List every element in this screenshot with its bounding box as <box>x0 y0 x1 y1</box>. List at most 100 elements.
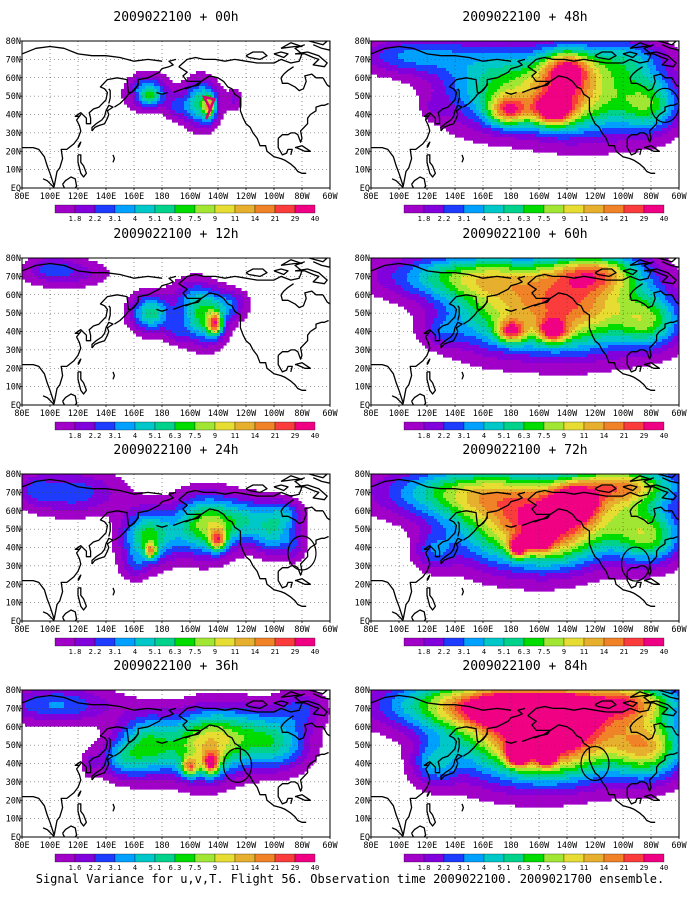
field-cell <box>196 342 200 346</box>
field-cell <box>34 507 38 511</box>
coastline <box>91 537 114 565</box>
field-cell <box>73 483 77 487</box>
field-cell <box>166 510 170 514</box>
field-cell <box>214 315 218 319</box>
field-cell <box>295 531 299 535</box>
field-cell <box>43 273 47 277</box>
field-cell <box>127 762 131 766</box>
field-cell <box>82 474 86 478</box>
field-cell <box>286 504 290 508</box>
field-cell <box>196 336 200 340</box>
field-cell <box>115 549 119 553</box>
field-cell <box>58 489 62 493</box>
field-cell <box>133 306 137 310</box>
field-cell <box>115 693 119 697</box>
field-cell <box>151 528 155 532</box>
field-cell <box>124 315 128 319</box>
field-cell <box>220 510 224 514</box>
field-cell <box>79 714 83 718</box>
field-cell <box>202 77 206 81</box>
field-cell <box>130 705 134 709</box>
field-cell <box>268 522 272 526</box>
field-cell <box>232 507 236 511</box>
field-cell <box>220 543 224 547</box>
field-cell <box>196 564 200 568</box>
field-cell <box>235 501 239 505</box>
field-cell <box>73 489 77 493</box>
field-cell <box>304 528 308 532</box>
field-cell <box>229 492 233 496</box>
field-cell <box>265 495 269 499</box>
field-cell <box>238 294 242 298</box>
field-cell <box>91 765 95 769</box>
field-cell <box>211 291 215 295</box>
field-cell <box>280 531 284 535</box>
field-cell <box>115 783 119 787</box>
field-cell <box>142 723 146 727</box>
field-cell <box>145 753 149 757</box>
field-cell <box>196 522 200 526</box>
field-cell <box>172 104 176 108</box>
field-cell <box>46 282 50 286</box>
field-cell <box>91 513 95 517</box>
field-cell <box>232 522 236 526</box>
field-cell <box>157 699 161 703</box>
field-cell <box>151 555 155 559</box>
field-cell <box>190 498 194 502</box>
field-cell <box>22 270 26 274</box>
field-cell <box>121 513 125 517</box>
field-cell <box>97 498 101 502</box>
field-cell <box>22 696 26 700</box>
field-cell <box>223 98 227 102</box>
field-cell <box>292 504 296 508</box>
field-cell <box>121 573 125 577</box>
field-cell <box>79 477 83 481</box>
field-cell <box>112 498 116 502</box>
field-cell <box>145 104 149 108</box>
field-cell <box>274 525 278 529</box>
field-cell <box>229 540 233 544</box>
field-cell <box>226 555 230 559</box>
field-cell <box>148 107 152 111</box>
field-cell <box>106 768 110 772</box>
field-cell <box>61 258 65 262</box>
field-cell <box>145 759 149 763</box>
field-cell <box>163 522 167 526</box>
field-cell <box>232 498 236 502</box>
field-cell <box>265 531 269 535</box>
field-cell <box>97 510 101 514</box>
field-cell <box>214 486 218 490</box>
field-cell <box>112 765 116 769</box>
field-cell <box>253 519 257 523</box>
field-cell <box>166 339 170 343</box>
field-cell <box>274 507 278 511</box>
field-cell <box>196 294 200 298</box>
field-cell <box>304 546 308 550</box>
field-cell <box>184 513 188 517</box>
field-cell <box>160 552 164 556</box>
field-cell <box>190 113 194 117</box>
field-cell <box>229 501 233 505</box>
field-cell <box>280 555 284 559</box>
field-cell <box>223 531 227 535</box>
field-cell <box>235 537 239 541</box>
field-cell <box>178 558 182 562</box>
field-cell <box>295 501 299 505</box>
field-cell <box>166 297 170 301</box>
field-cell <box>274 501 278 505</box>
field-cell <box>292 531 296 535</box>
field-cell <box>64 486 68 490</box>
field-cell <box>85 261 89 265</box>
field-cell <box>262 552 266 556</box>
field-cell <box>112 702 116 706</box>
field-cell <box>133 729 137 733</box>
field-cell <box>223 309 227 313</box>
field-cell <box>202 507 206 511</box>
field-cell <box>91 705 95 709</box>
field-cell <box>34 714 38 718</box>
field-cell <box>115 534 119 538</box>
field-cell <box>214 516 218 520</box>
field-cell <box>190 546 194 550</box>
field-cell <box>199 330 203 334</box>
field-cell <box>181 486 185 490</box>
